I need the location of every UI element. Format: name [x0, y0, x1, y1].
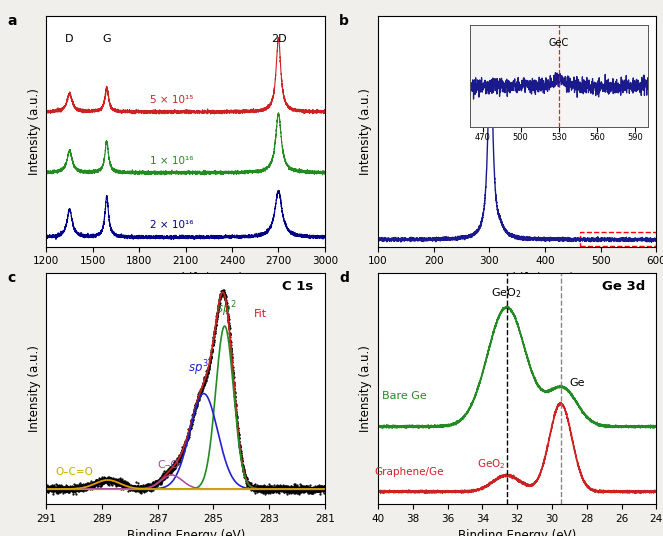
Text: d: d	[339, 271, 349, 285]
Text: D: D	[66, 34, 74, 44]
Text: 1 × 10¹⁶: 1 × 10¹⁶	[150, 155, 194, 166]
Text: Graphene/Ge: Graphene/Ge	[375, 467, 444, 478]
Text: Ge: Ge	[570, 378, 585, 388]
Text: 2D: 2D	[271, 34, 286, 44]
Text: GeO$_2$: GeO$_2$	[491, 286, 522, 300]
X-axis label: Raman Shift (cm⁻¹): Raman Shift (cm⁻¹)	[129, 272, 243, 285]
Text: $sp^3$: $sp^3$	[188, 359, 208, 378]
Text: c: c	[7, 271, 16, 285]
X-axis label: Binding Energy (eV): Binding Energy (eV)	[458, 529, 576, 536]
Text: Fit: Fit	[254, 309, 267, 319]
Y-axis label: Intensity (a.u.): Intensity (a.u.)	[28, 88, 41, 175]
Text: $sp^2$: $sp^2$	[215, 299, 236, 319]
X-axis label: Raman Shift (cm⁻¹): Raman Shift (cm⁻¹)	[460, 272, 574, 285]
Y-axis label: Intensity (a.u.): Intensity (a.u.)	[359, 345, 373, 432]
X-axis label: Binding Energy (eV): Binding Energy (eV)	[127, 529, 245, 536]
Text: a: a	[7, 14, 17, 28]
Y-axis label: Intensity (a.u.): Intensity (a.u.)	[359, 88, 373, 175]
Text: G: G	[102, 34, 111, 44]
Y-axis label: Intensity (a.u.): Intensity (a.u.)	[28, 345, 41, 432]
Text: C–O: C–O	[158, 460, 180, 470]
Text: Ge 3d: Ge 3d	[602, 280, 645, 293]
Text: GeO$_2$: GeO$_2$	[477, 457, 505, 471]
Text: Bare Ge: Bare Ge	[382, 391, 426, 401]
Text: 2 × 10¹⁶: 2 × 10¹⁶	[150, 220, 194, 230]
Text: C 1s: C 1s	[282, 280, 314, 293]
Bar	[579, 233, 656, 246]
Text: 5 × 10¹⁵: 5 × 10¹⁵	[150, 95, 194, 105]
Text: O–C=O: O–C=O	[55, 467, 93, 477]
Text: b: b	[339, 14, 349, 28]
